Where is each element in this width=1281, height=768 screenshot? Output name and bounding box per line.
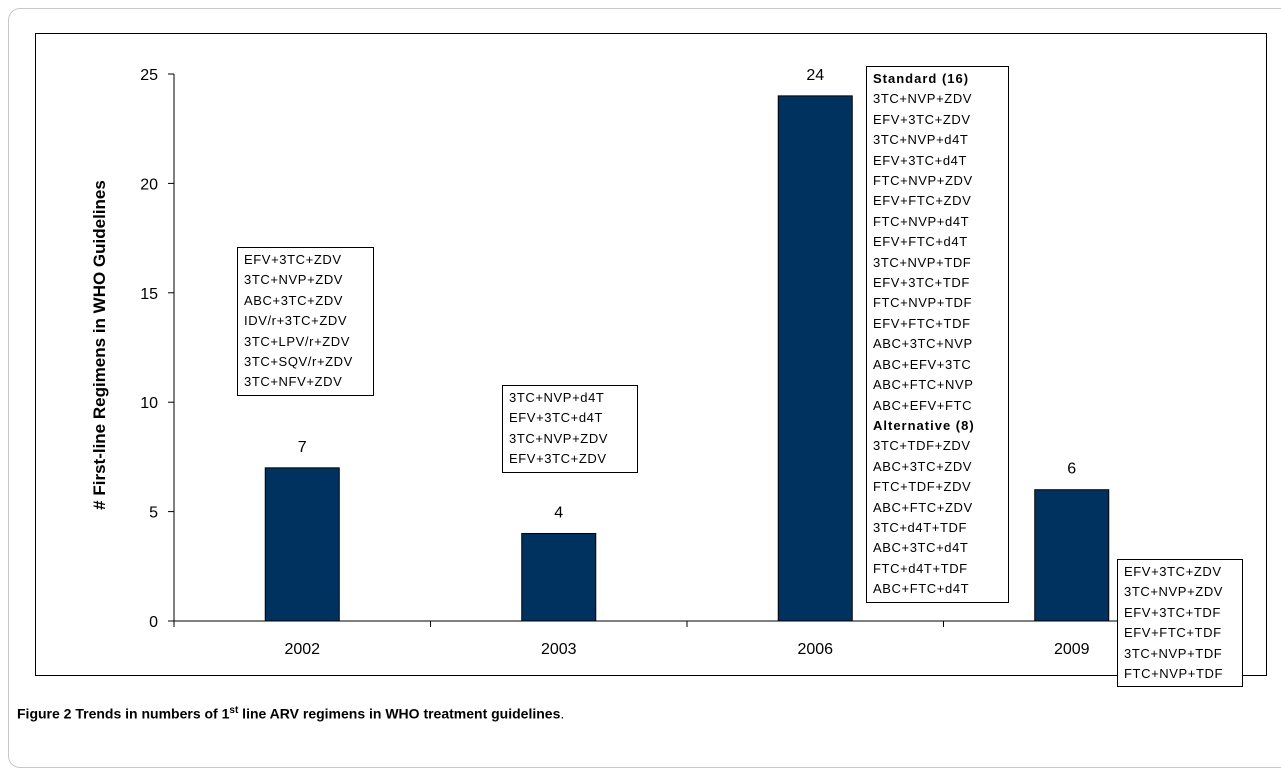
regimen-line: ABC+3TC+NVP [873, 336, 973, 352]
regimen-line: FTC+NVP+d4T [873, 213, 970, 229]
regimen-line: EFV+FTC+TDF [1124, 625, 1222, 641]
regimen-line: 3TC+NVP+ZDV [1124, 584, 1224, 600]
regimen-line: EFV+3TC+ZDV [873, 111, 971, 127]
regimen-line: ABC+3TC+ZDV [244, 292, 344, 308]
regimen-line: FTC+NVP+TDF [873, 295, 973, 311]
regimen-line: ABC+3TC+ZDV [873, 458, 973, 474]
regimen-line: EFV+FTC+ZDV [873, 193, 972, 209]
y-tick-label: 10 [140, 395, 158, 412]
bar-2009 [1034, 489, 1110, 622]
regimen-line: EFV+FTC+d4T [873, 234, 968, 250]
bar-2003 [521, 532, 597, 622]
regimen-line: ABC+EFV+3TC [873, 356, 972, 372]
regimen-line: 3TC+NVP+d4T [873, 132, 969, 148]
regimen-line: EFV+FTC+TDF [873, 315, 971, 331]
regimen-line: 3TC+d4T+TDF [873, 519, 968, 535]
regimen-line: FTC+NVP+ZDV [873, 173, 973, 189]
regimen-line: FTC+TDF+ZDV [873, 479, 972, 495]
data-label-2002: 7 [298, 439, 307, 456]
x-tick-label: 2009 [1054, 641, 1090, 658]
x-axis: 2002 2003 2006 2009 [173, 620, 1201, 658]
y-tick-label: 5 [149, 505, 158, 522]
regimen-box-2003: 3TC+NVP+d4T EFV+3TC+d4T 3TC+NVP+ZDV EFV+3TC… [502, 385, 638, 473]
x-tick-label: 2003 [541, 641, 577, 658]
x-tick-label: 2002 [284, 641, 320, 658]
y-axis: 0 5 10 15 20 25 [140, 67, 175, 631]
regimen-line: 3TC+NVP+ZDV [873, 91, 973, 107]
regimen-line: 3TC+SQV/r+ZDV [244, 354, 353, 370]
chart-border [35, 33, 1267, 676]
bars: 7 4 24 6 [264, 67, 1110, 622]
regimen-line: 3TC+NVP+TDF [1124, 645, 1223, 661]
regimen-line: EFV+3TC+d4T [509, 410, 604, 426]
regimen-line: 3TC+NVP+TDF [873, 254, 972, 270]
regimen-line: EFV+3TC+ZDV [1124, 564, 1222, 579]
data-label-2003: 4 [554, 504, 563, 521]
alternative-header: Alternative (8) [873, 417, 975, 433]
standard-header: Standard (16) [873, 71, 970, 86]
regimen-line: FTC+NVP+TDF [1124, 666, 1224, 682]
data-label-2006: 24 [806, 67, 824, 84]
y-axis-label: # First-line Regimens in WHO Guidelines [90, 180, 109, 510]
figure-caption: Figure 2 Trends in numbers of 1st line A… [17, 705, 564, 722]
bar-2002 [264, 467, 340, 622]
y-tick-label: 0 [149, 614, 158, 631]
regimen-line: EFV+3TC+TDF [1124, 604, 1221, 620]
regimen-line: ABC+FTC+ZDV [873, 499, 973, 515]
regimen-line: EFV+3TC+ZDV [509, 451, 607, 467]
regimen-line: ABC+FTC+d4T [873, 581, 970, 597]
regimen-line: ABC+FTC+NVP [873, 377, 974, 393]
regimen-line: 3TC+NVP+ZDV [509, 430, 609, 446]
caption-text-end: line ARV regimens in WHO treatment guide… [238, 705, 561, 722]
regimen-line: 3TC+NVP+d4T [509, 390, 605, 405]
y-tick-label: 25 [140, 67, 158, 84]
bar-2006 [777, 95, 853, 622]
regimen-line: ABC+3TC+d4T [873, 540, 969, 556]
regimen-line: 3TC+NVP+ZDV [244, 272, 344, 288]
caption-text-start: Trends in numbers of 1 [75, 705, 230, 722]
regimen-box-2006: Standard (16) 3TC+NVP+ZDV EFV+3TC+ZDV 3TC+N… [866, 66, 1009, 603]
regimen-line: 3TC+NFV+ZDV [244, 374, 343, 390]
regimen-line: EFV+3TC+d4T [873, 152, 968, 168]
regimen-line: ABC+EFV+FTC [873, 397, 973, 413]
regimen-line: 3TC+TDF+ZDV [873, 438, 971, 454]
regimen-box-2002: EFV+3TC+ZDV 3TC+NVP+ZDV ABC+3TC+ZDV IDV/r+3… [237, 247, 374, 396]
regimen-box-2009: EFV+3TC+ZDV 3TC+NVP+ZDV EFV+3TC+TDF EFV+FTC… [1117, 559, 1243, 688]
data-label-2009: 6 [1067, 461, 1076, 478]
caption-period: . [560, 705, 565, 722]
y-tick-label: 20 [140, 176, 158, 193]
regimen-line: 3TC+LPV/r+ZDV [244, 333, 351, 349]
regimen-line: EFV+3TC+TDF [873, 275, 970, 291]
regimen-line: FTC+d4T+TDF [873, 560, 968, 576]
x-tick-label: 2006 [797, 641, 833, 658]
bar-chart: 0 5 10 15 20 25 2002 2003 2006 2009 7 4 24 6 # Firs… [90, 67, 1201, 658]
regimen-line: EFV+3TC+ZDV [244, 252, 342, 267]
regimen-line: IDV/r+3TC+ZDV [244, 313, 348, 329]
caption-label: Figure 2 [17, 705, 72, 722]
caption-superscript: st [229, 705, 239, 716]
y-tick-label: 15 [140, 286, 158, 303]
